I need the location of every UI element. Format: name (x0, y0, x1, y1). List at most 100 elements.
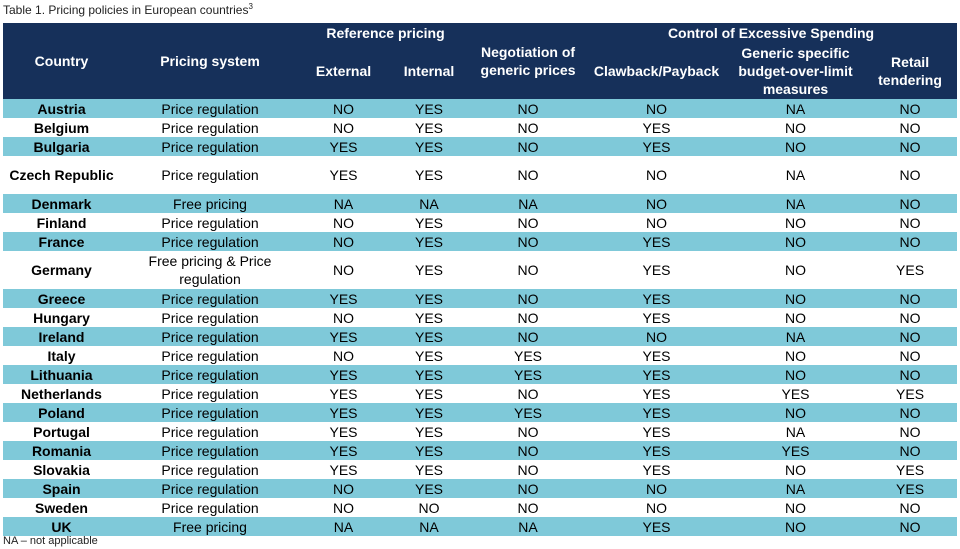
cell-clawback: YES (585, 289, 729, 308)
cell-country: Sweden (3, 498, 120, 517)
cell-negotiation: YES (471, 346, 586, 365)
cell-negotiation: NO (471, 479, 586, 498)
table-row: Czech Republic Price regulation YES YES NO NO… (3, 156, 958, 194)
cell-clawback: YES (585, 137, 729, 156)
header-clawback: Clawback/Payback (585, 42, 729, 99)
header-generic-budget: Generic specific budget-over-limit measu… (728, 42, 864, 99)
table-row: Finland Price regulation NO YES NO NO NO NO (3, 213, 958, 232)
cell-internal: NO (387, 498, 472, 517)
cell-negotiation: NO (471, 213, 586, 232)
table-row: Denmark Free pricing NA NA NA NO NA NO (3, 194, 958, 213)
cell-external: NO (300, 213, 387, 232)
cell-pricing-system: Price regulation (120, 232, 300, 251)
cell-pricing-system: Free pricing (120, 194, 300, 213)
cell-clawback: NO (585, 479, 729, 498)
table-row: Poland Price regulation YES YES YES YES NO NO (3, 403, 958, 422)
cell-external: NO (300, 308, 387, 327)
table-row: Belgium Price regulation NO YES NO YES NO NO (3, 118, 958, 137)
cell-external: NO (300, 346, 387, 365)
cell-negotiation: YES (471, 365, 586, 384)
cell-negotiation: NA (471, 194, 586, 213)
cell-internal: YES (387, 232, 472, 251)
header-external: External (300, 42, 387, 99)
cell-retail-tendering: NO (863, 99, 958, 118)
cell-negotiation: NA (471, 517, 586, 536)
caption-footnote-mark: 3 (248, 2, 253, 11)
cell-country: Romania (3, 441, 120, 460)
cell-country: Czech Republic (3, 156, 120, 194)
cell-external: YES (300, 422, 387, 441)
cell-clawback: NO (585, 213, 729, 232)
table-row: Ireland Price regulation YES YES NO NO NA NO (3, 327, 958, 346)
table-row: Spain Price regulation NO YES NO NO NA YES (3, 479, 958, 498)
cell-retail-tendering: NO (863, 156, 958, 194)
cell-clawback: NO (585, 327, 729, 346)
cell-pricing-system: Price regulation (120, 479, 300, 498)
cell-budget-measures: NO (728, 308, 864, 327)
cell-country: Greece (3, 289, 120, 308)
header-reference-pricing: Reference pricing (300, 23, 472, 42)
cell-budget-measures: YES (728, 384, 864, 403)
cell-internal: YES (387, 384, 472, 403)
cell-country: France (3, 232, 120, 251)
table-row: France Price regulation NO YES NO YES NO NO (3, 232, 958, 251)
cell-country: Poland (3, 403, 120, 422)
cell-negotiation: NO (471, 251, 586, 289)
cell-pricing-system: Price regulation (120, 403, 300, 422)
cell-clawback: YES (585, 365, 729, 384)
header-retail: Retail tendering (863, 42, 958, 99)
cell-retail-tendering: NO (863, 517, 958, 536)
cell-pricing-system: Price regulation (120, 441, 300, 460)
cell-budget-measures: NA (728, 194, 864, 213)
table-row: Netherlands Price regulation YES YES NO YES YE… (3, 384, 958, 403)
cell-clawback: YES (585, 517, 729, 536)
cell-pricing-system: Price regulation (120, 156, 300, 194)
table-row: Austria Price regulation NO YES NO NO NA NO (3, 99, 958, 118)
cell-budget-measures: NA (728, 422, 864, 441)
cell-country: UK (3, 517, 120, 536)
cell-clawback: NO (585, 156, 729, 194)
cell-internal: YES (387, 422, 472, 441)
cell-clawback: YES (585, 118, 729, 137)
cell-external: YES (300, 137, 387, 156)
cell-clawback: YES (585, 251, 729, 289)
table-row: Portugal Price regulation YES YES NO YES NA NO (3, 422, 958, 441)
cell-budget-measures: YES (728, 441, 864, 460)
cell-country: Netherlands (3, 384, 120, 403)
cell-pricing-system: Price regulation (120, 137, 300, 156)
cell-pricing-system: Free pricing & Price regulation (120, 251, 300, 289)
table-row: Germany Free pricing & Price regulation NO… (3, 251, 958, 289)
cell-external: NA (300, 517, 387, 536)
cell-budget-measures: NO (728, 251, 864, 289)
cell-clawback: NO (585, 498, 729, 517)
cell-retail-tendering: NO (863, 289, 958, 308)
cell-retail-tendering: NO (863, 422, 958, 441)
cell-country: Denmark (3, 194, 120, 213)
cell-negotiation: NO (471, 441, 586, 460)
cell-clawback: YES (585, 441, 729, 460)
cell-internal: YES (387, 365, 472, 384)
cell-budget-measures: NA (728, 156, 864, 194)
cell-country: Spain (3, 479, 120, 498)
pricing-policies-table: Country Pricing system Reference pricing… (3, 23, 958, 536)
cell-clawback: YES (585, 460, 729, 479)
header-pricing-system: Pricing system (120, 23, 300, 99)
cell-external: NO (300, 99, 387, 118)
cell-clawback: YES (585, 422, 729, 441)
cell-budget-measures: NO (728, 517, 864, 536)
cell-clawback: NO (585, 99, 729, 118)
cell-external: YES (300, 403, 387, 422)
header-control-of-excessive-spending: Control of Excessive Spending (585, 23, 958, 42)
cell-retail-tendering: NO (863, 365, 958, 384)
cell-budget-measures: NO (728, 118, 864, 137)
cell-internal: YES (387, 156, 472, 194)
table-row: Lithuania Price regulation YES YES YES YES NO N… (3, 365, 958, 384)
cell-country: Slovakia (3, 460, 120, 479)
cell-retail-tendering: YES (863, 251, 958, 289)
cell-pricing-system: Price regulation (120, 365, 300, 384)
cell-budget-measures: NO (728, 403, 864, 422)
table-row: Greece Price regulation YES YES NO YES NO NO (3, 289, 958, 308)
cell-external: NO (300, 479, 387, 498)
cell-budget-measures: NO (728, 232, 864, 251)
cell-budget-measures: NO (728, 460, 864, 479)
